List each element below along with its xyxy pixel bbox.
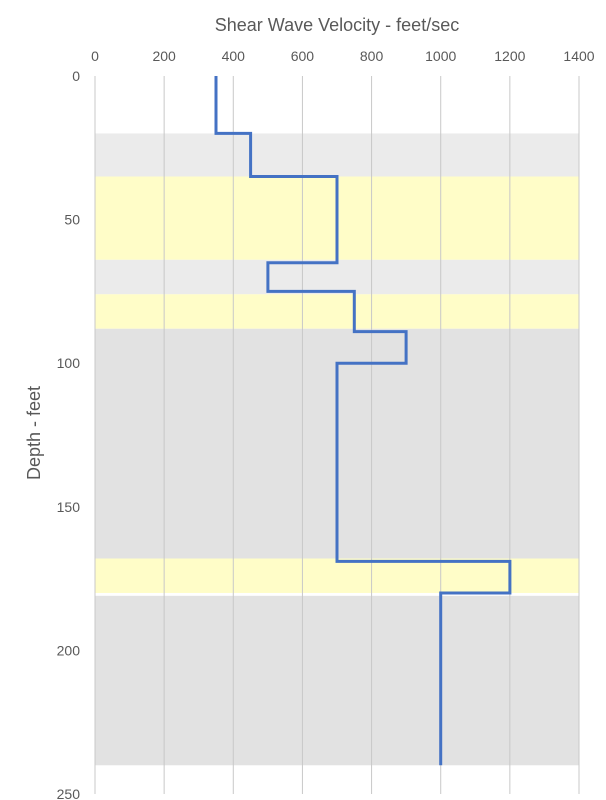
x-tick-label-3: 600 [291, 48, 315, 64]
y-tick-label-2: 100 [57, 355, 81, 371]
gridlines [94, 76, 580, 794]
layer-band-6 [95, 595, 579, 766]
x-tick-label-7: 1400 [563, 48, 594, 64]
layer-band-2 [95, 259, 579, 295]
layer-band-0 [95, 133, 579, 177]
x-tick-label-0: 0 [91, 48, 99, 64]
y-tick-label-4: 200 [57, 642, 81, 658]
series-group [214, 76, 512, 766]
layer-band-5 [95, 558, 579, 593]
y-tick-label-5: 250 [57, 786, 81, 800]
y-tick-label-0: 0 [72, 68, 80, 84]
x-tick-label-5: 1000 [425, 48, 456, 64]
x-tick-label-2: 400 [222, 48, 246, 64]
layer-band-3 [95, 294, 579, 329]
series-line-0 [214, 76, 512, 766]
x-tick-label-1: 200 [152, 48, 176, 64]
x-axis-title: Shear Wave Velocity - feet/sec [215, 15, 459, 35]
y-axis-title: Depth - feet [24, 386, 44, 480]
x-tick-label-6: 1200 [494, 48, 525, 64]
x-tick-labels: 0 200 400 600 800 1000 1200 1400 [91, 48, 595, 64]
y-tick-labels: 0 50 100 150 200 250 [57, 68, 81, 800]
x-tick-label-4: 800 [360, 48, 384, 64]
y-tick-label-3: 150 [57, 499, 81, 515]
y-tick-label-1: 50 [64, 212, 80, 228]
